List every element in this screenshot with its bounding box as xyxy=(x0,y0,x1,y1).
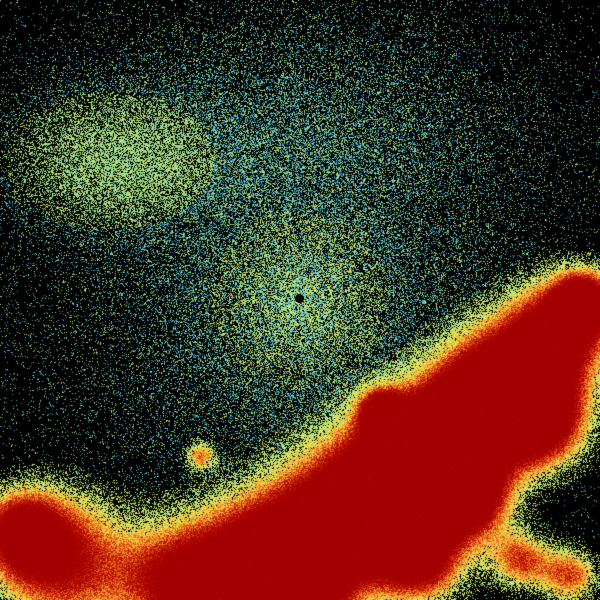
radar-site-marker xyxy=(295,294,304,303)
